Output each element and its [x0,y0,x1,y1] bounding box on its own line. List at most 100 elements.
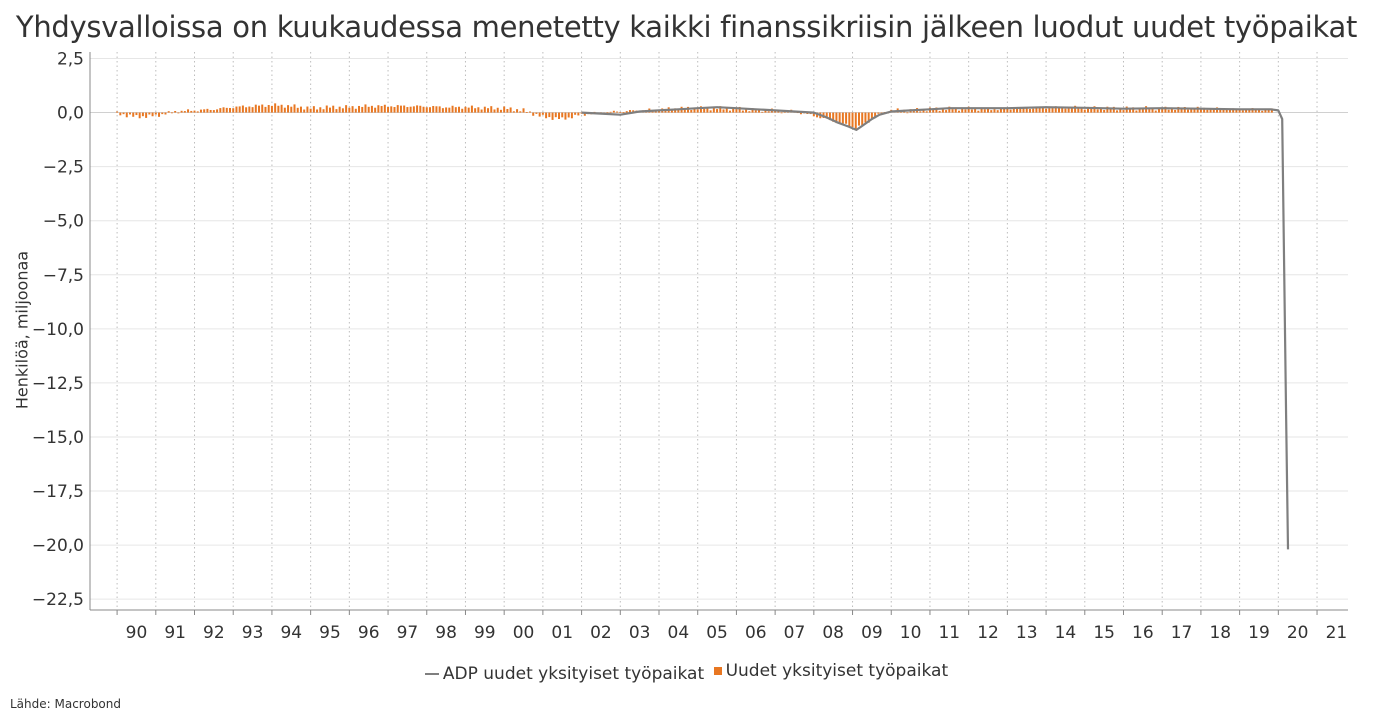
bar [1028,109,1031,113]
bar [370,105,373,113]
bar [1151,107,1154,113]
bar [290,106,293,113]
bar [1054,106,1057,113]
bar [306,106,309,113]
bar [948,106,951,113]
bar [954,107,957,113]
bar [1067,107,1070,113]
bar [1057,107,1060,113]
bar [232,108,235,113]
x-tick-label: 06 [745,623,767,643]
bar [751,108,754,113]
bar [1187,109,1190,113]
bar [974,108,977,113]
bar [367,106,370,113]
bar [399,105,402,113]
bar [703,108,706,113]
bar [1183,106,1186,113]
bar [1119,108,1122,113]
bar [448,107,451,113]
bar [738,106,741,113]
bar [741,110,744,113]
bar [1209,108,1212,113]
bar [345,105,348,113]
bar [528,111,531,113]
bar [567,112,570,118]
bar [467,107,470,113]
x-tick-label: 04 [668,623,690,643]
bar [545,112,548,119]
bar [212,110,215,113]
bar [609,111,612,113]
bar [487,108,490,113]
bar [161,112,164,115]
bar [203,109,206,113]
bar [335,109,338,113]
y-tick-label: −2,5 [43,158,84,178]
bar [754,110,757,113]
bar [1012,109,1015,113]
bar [206,108,209,113]
bar [722,109,725,113]
bar [1035,107,1038,113]
bar [612,110,615,113]
bar [1032,108,1035,113]
bar [1267,109,1270,113]
bar [128,112,131,115]
bar [725,107,728,113]
x-tick-label: 13 [1016,623,1038,643]
x-tick-label: 92 [203,623,225,643]
bar [867,112,870,123]
bar [925,111,928,113]
bar [151,112,154,117]
bar [832,112,835,122]
bar [619,112,622,113]
legend-line-label: ADP uudet yksityiset työpaikat [442,664,705,684]
bar [970,109,973,113]
bar [1106,106,1109,113]
bar [1099,107,1102,113]
bar [870,112,873,120]
bar [906,112,909,114]
x-tick-label: 94 [280,623,302,643]
bar [851,112,854,127]
x-tick-label: 01 [551,623,573,643]
y-tick-label: −20,0 [32,536,84,556]
x-tick-label: 20 [1287,623,1309,643]
bar [564,112,567,120]
bar [1061,106,1064,113]
bar [1141,109,1144,113]
bar [1245,109,1248,113]
bar [857,112,860,126]
bar [570,112,573,119]
legend-line-swatch [424,673,439,675]
x-tick-label: 12 [977,623,999,643]
y-tick-label: −17,5 [32,482,84,502]
bar [1238,109,1241,113]
bar [1070,107,1073,113]
bar [670,109,673,113]
bar [119,112,122,116]
bar [977,110,980,113]
bar [561,112,564,118]
bar [1157,107,1160,113]
bar [767,111,770,113]
bar [1154,110,1157,113]
bar [1109,108,1112,113]
x-tick-label: 15 [1093,623,1115,643]
bar [241,105,244,113]
bar [861,112,864,126]
bar [287,105,290,113]
bar [1051,108,1054,113]
bar [1093,106,1096,113]
bar [548,112,551,118]
bar [628,110,631,113]
x-tick-labels: 90 91 92 93 94 95 96 97 98 99 00 01 02 03 04 05 06 07 08 09… [126,623,1348,643]
bar [1212,108,1215,113]
bar [716,109,719,113]
x-tick-label: 99 [474,623,496,643]
x-tick-label: 10 [900,623,922,643]
bar [683,108,686,113]
x-tick-label: 08 [822,623,844,643]
